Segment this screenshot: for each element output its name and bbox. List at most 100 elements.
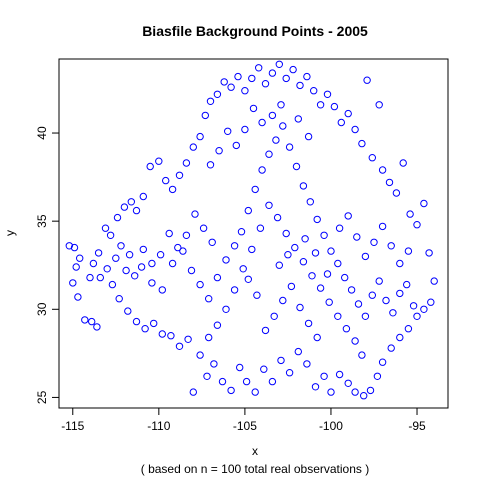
data-point <box>242 377 251 386</box>
data-point <box>117 242 125 250</box>
data-point <box>189 143 198 151</box>
data-point <box>213 273 222 282</box>
data-point <box>296 303 304 312</box>
data-point <box>196 132 204 141</box>
data-point <box>327 247 335 255</box>
data-point <box>303 360 311 368</box>
data-point <box>69 279 77 287</box>
data-point <box>189 388 198 396</box>
data-point <box>387 344 395 352</box>
data-point <box>347 286 356 294</box>
data-point <box>155 157 163 165</box>
data-point <box>299 258 308 266</box>
data-point <box>158 330 167 338</box>
data-point <box>279 122 287 130</box>
y-tick-label: 40 <box>35 126 49 140</box>
data-point <box>230 286 239 294</box>
data-point <box>330 102 339 111</box>
data-point <box>275 60 283 69</box>
data-point <box>370 238 378 247</box>
data-point <box>101 224 110 232</box>
data-point <box>213 90 222 99</box>
data-point <box>378 358 387 366</box>
data-point <box>132 317 141 326</box>
data-point <box>316 284 325 292</box>
data-point <box>294 347 302 356</box>
data-point <box>251 388 259 396</box>
data-point <box>382 296 390 305</box>
data-point <box>375 277 383 285</box>
data-point <box>351 388 359 396</box>
data-point <box>241 87 249 95</box>
data-point <box>368 291 376 299</box>
x-axis-label: x <box>252 444 258 458</box>
data-point <box>396 289 404 298</box>
data-point <box>168 185 177 194</box>
data-point <box>285 369 294 377</box>
data-point <box>413 221 421 229</box>
data-point <box>313 215 321 224</box>
data-point <box>81 316 89 324</box>
data-point <box>222 256 230 264</box>
data-point <box>285 143 294 151</box>
data-point <box>275 261 283 269</box>
data-point <box>167 332 175 340</box>
data-point <box>108 280 117 289</box>
data-point <box>196 351 204 359</box>
data-point <box>292 162 301 171</box>
y-axis: 25 30 35 40 <box>35 126 60 404</box>
data-point <box>210 360 218 368</box>
data-point <box>88 317 96 326</box>
data-point <box>89 259 98 268</box>
data-point <box>175 342 184 350</box>
data-point <box>360 392 368 400</box>
data-point <box>268 69 277 77</box>
data-point <box>127 198 136 206</box>
data-point <box>106 231 115 240</box>
data-point <box>179 247 187 255</box>
data-point <box>199 224 208 232</box>
data-point <box>141 325 149 333</box>
data-point <box>261 326 270 335</box>
data-point <box>249 104 258 113</box>
data-point <box>294 115 302 123</box>
data-point <box>425 249 433 257</box>
data-point <box>265 150 273 158</box>
data-point <box>122 266 130 275</box>
data-point <box>201 111 210 120</box>
data-point <box>94 249 103 257</box>
data-point <box>323 270 332 278</box>
data-point <box>299 182 308 190</box>
chart-subtitle: ( based on n = 100 total real observatio… <box>141 462 369 476</box>
data-point <box>93 323 101 331</box>
data-point <box>334 259 342 268</box>
data-point <box>124 307 132 315</box>
data-point <box>378 222 387 231</box>
data-point <box>265 201 273 210</box>
data-point <box>344 379 352 387</box>
data-point <box>358 139 366 148</box>
data-point <box>284 251 292 259</box>
data-point <box>316 101 325 109</box>
data-point <box>196 280 204 289</box>
x-tick-label: -110 <box>147 419 170 433</box>
data-point <box>168 259 177 268</box>
data-point <box>205 333 213 342</box>
data-point <box>270 312 278 320</box>
chart-title: Biasfile Background Points - 2005 <box>142 23 368 39</box>
data-point <box>303 72 311 81</box>
data-point <box>165 229 173 238</box>
data-point <box>304 319 313 328</box>
data-point <box>335 224 344 232</box>
data-point <box>258 166 266 174</box>
data-point <box>430 277 438 285</box>
data-point <box>125 251 134 259</box>
data-point <box>351 337 359 345</box>
data-point <box>158 286 167 294</box>
data-point <box>342 325 351 333</box>
points-layer <box>65 60 438 400</box>
data-point <box>213 321 222 329</box>
data-point <box>335 370 344 379</box>
data-point <box>150 319 158 328</box>
